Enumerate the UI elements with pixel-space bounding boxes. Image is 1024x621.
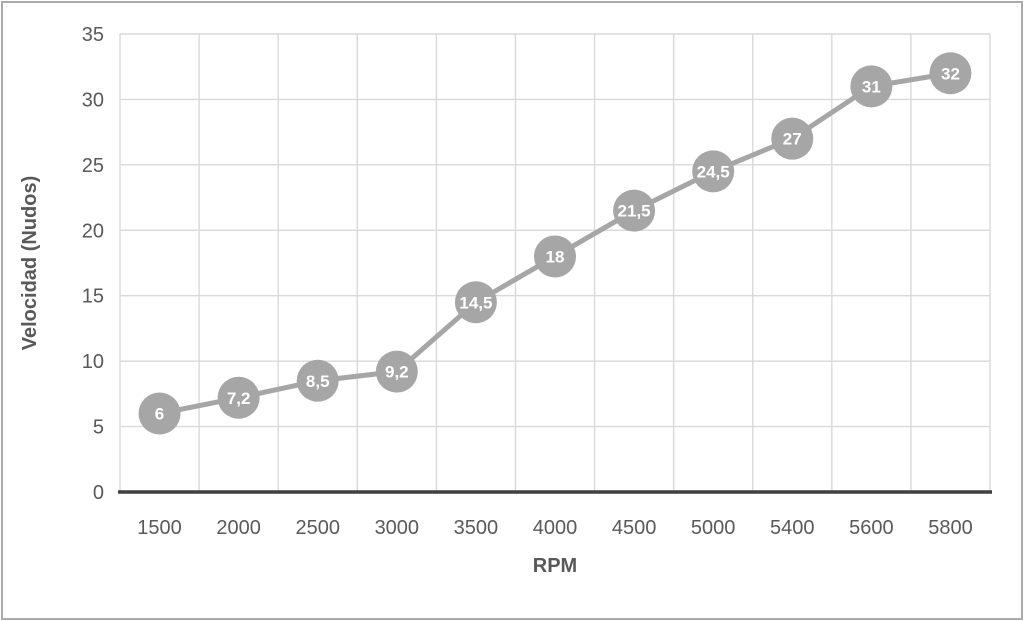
x-axis-title: RPM [533, 555, 577, 577]
data-point-label: 27 [783, 130, 802, 149]
x-tick-label: 3000 [375, 517, 420, 539]
x-tick-label: 5400 [770, 517, 815, 539]
y-tick-label: 20 [82, 220, 104, 242]
y-tick-label: 5 [93, 417, 104, 439]
data-point-label: 6 [155, 404, 164, 423]
y-tick-label: 25 [82, 155, 104, 177]
data-point-label: 9,2 [385, 363, 409, 382]
data-point-marker [692, 150, 735, 193]
data-point-marker [771, 117, 814, 160]
data-point-marker [534, 235, 576, 278]
data-point-label: 21,5 [618, 202, 651, 221]
data-point-marker [454, 281, 497, 324]
data-point-label: 7,2 [227, 389, 251, 408]
data-point-label: 31 [862, 77, 881, 96]
x-tick-label: 2500 [295, 517, 340, 539]
series [138, 52, 972, 435]
x-tick-label: 1500 [137, 517, 182, 539]
data-labels: 6 7,2 8,5 9,2 14,5 18 21,5 24,5 27 31 32 [155, 64, 960, 423]
y-tick-label: 30 [82, 89, 104, 111]
data-point-marker [296, 359, 339, 402]
x-tick-label: 2000 [216, 517, 261, 539]
y-tick-label: 0 [93, 482, 104, 504]
data-point-marker [375, 350, 418, 393]
data-point-marker [929, 52, 972, 95]
x-tick-label: 4000 [533, 517, 578, 539]
data-point-marker [138, 392, 181, 435]
y-tick-label: 10 [82, 351, 104, 373]
x-tick-label: 3500 [454, 517, 499, 539]
x-tick-label: 4500 [612, 517, 657, 539]
x-tick-label: 5800 [928, 517, 973, 539]
data-point-label: 14,5 [459, 293, 492, 312]
x-tick-label: 5600 [849, 517, 894, 539]
data-point-label: 8,5 [306, 372, 330, 391]
axes: 0 5 10 15 20 25 30 35 1500 2000 2500 3000 3500 4000 45… [82, 24, 992, 539]
data-point-marker [613, 189, 656, 232]
data-point-label: 32 [941, 64, 960, 83]
y-axis-title: Velocidad (Nudos) [19, 176, 41, 350]
data-point-marker [217, 376, 260, 419]
y-tick-label: 35 [82, 24, 104, 46]
data-point-label: 24,5 [697, 162, 730, 181]
x-tick-label: 5000 [691, 517, 736, 539]
data-point-marker [850, 65, 893, 108]
data-point-label: 18 [546, 247, 565, 266]
y-tick-label: 15 [82, 286, 104, 308]
